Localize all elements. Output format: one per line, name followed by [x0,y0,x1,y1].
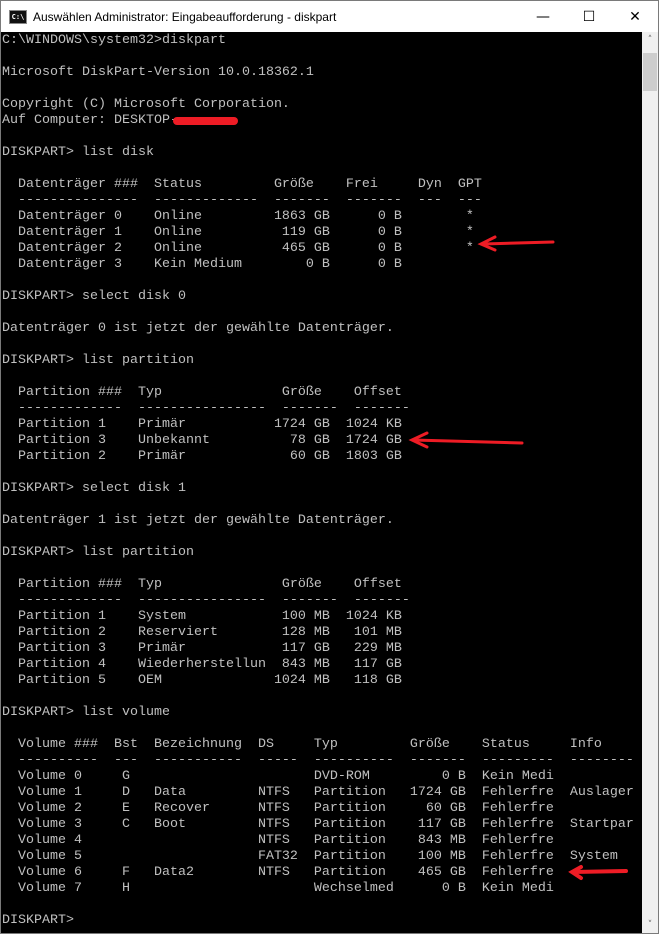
console-line [2,129,634,145]
title-bar[interactable]: C:\ Auswählen Administrator: Eingabeauff… [1,1,658,32]
scroll-down-icon[interactable]: ˅ [647,920,653,930]
console-line: ------------- ---------------- ------- -… [2,401,410,416]
minimize-button[interactable]: — [520,1,566,32]
console-line: Partition 1 System 100 MB 1024 KB [2,609,402,624]
console-line: Volume 4 NTFS Partition 843 MB Fehlerfre [2,833,554,848]
console-line: DISKPART> select disk 1 [2,481,186,496]
console-line [2,897,634,913]
minimize-icon: — [536,8,550,25]
console-line: Volume 2 E Recover NTFS Partition 60 GB … [2,801,554,816]
maximize-button[interactable]: ☐ [566,1,612,32]
console-line: Volume ### Bst Bezeichnung DS Typ Größe … [2,737,602,752]
console-line: Datenträger 0 Online 1863 GB 0 B * [2,209,474,224]
console-line: DISKPART> list disk [2,145,154,160]
console-line: Datenträger 1 ist jetzt der gewählte Dat… [2,513,394,528]
console-line: Datenträger 1 Online 119 GB 0 B * [2,225,474,240]
console-line: Microsoft DiskPart-Version 10.0.18362.1 [2,65,314,80]
console-line [2,161,634,177]
console-line: Volume 0 G DVD-ROM 0 B Kein Medi [2,769,554,784]
console-line: Volume 5 FAT32 Partition 100 MB Fehlerfr… [2,849,618,864]
maximize-icon: ☐ [582,8,596,25]
console-line: ------------- ---------------- ------- -… [2,593,410,608]
console-line: Partition 3 Primär 117 GB 229 MB [2,641,402,656]
console-line: Datenträger 0 ist jetzt der gewählte Dat… [2,321,394,336]
close-button[interactable]: ✕ [612,1,658,32]
console-line: Partition 1 Primär 1724 GB 1024 KB [2,417,402,432]
console-line [2,369,634,385]
console-line: DISKPART> select disk 0 [2,289,186,304]
cmd-icon: C:\ [9,9,27,24]
console-line: Datenträger 3 Kein Medium 0 B 0 B [2,257,402,272]
console-output[interactable]: C:\WINDOWS\system32>diskpart Microsoft Di… [1,32,642,933]
console-line: --------------- ------------- ------- --… [2,193,482,208]
console-line [2,465,634,481]
console-line [2,81,634,97]
console-line [2,721,634,737]
console-lines: C:\WINDOWS\system32>diskpart Microsoft Di… [2,33,634,929]
console-line: Partition 4 Wiederherstellun 843 MB 117 … [2,657,402,672]
console-line: Partition 5 OEM 1024 MB 118 GB [2,673,402,688]
console-line [2,49,634,65]
scroll-thumb[interactable] [643,53,657,91]
console-line [2,689,634,705]
console-line: Partition 2 Primär 60 GB 1803 GB [2,449,402,464]
close-icon: ✕ [629,8,641,25]
console-line [2,561,634,577]
console-line: Partition 2 Reserviert 128 MB 101 MB [2,625,402,640]
console-line: Datenträger 2 Online 465 GB 0 B * [2,241,474,256]
console-line: Volume 1 D Data NTFS Partition 1724 GB F… [2,785,634,800]
console-line: Volume 3 C Boot NTFS Partition 117 GB Fe… [2,817,634,832]
console-line: DISKPART> list partition [2,353,194,368]
console-line: DISKPART> list partition [2,545,194,560]
console-line: Volume 7 H Wechselmed 0 B Kein Medi [2,881,554,896]
console-line: C:\WINDOWS\system32>diskpart [2,33,226,48]
console-line: Volume 6 F Data2 NTFS Partition 465 GB F… [2,865,554,880]
vertical-scrollbar[interactable]: ˄ ˅ [642,32,658,933]
console-line: ---------- --- ----------- ----- -------… [2,753,634,768]
console-line: DISKPART> list volume [2,705,170,720]
console-line [2,497,634,513]
console-line: Partition 3 Unbekannt 78 GB 1724 GB [2,433,402,448]
console-line [2,337,634,353]
console-line: Auf Computer: DESKTOP- [2,113,178,128]
console-line [2,273,634,289]
console-line: Partition ### Typ Größe Offset [2,577,402,592]
console-line: Datenträger ### Status Größe Frei Dyn GP… [2,177,482,192]
console-line: DISKPART> [2,913,74,928]
console-line [2,529,634,545]
console-line: Copyright (C) Microsoft Corporation. [2,97,290,112]
scroll-up-icon[interactable]: ˄ [647,35,653,45]
console-line: Partition ### Typ Größe Offset [2,385,402,400]
window-title: Auswählen Administrator: Eingabeaufforde… [33,9,337,24]
console-line [2,305,634,321]
